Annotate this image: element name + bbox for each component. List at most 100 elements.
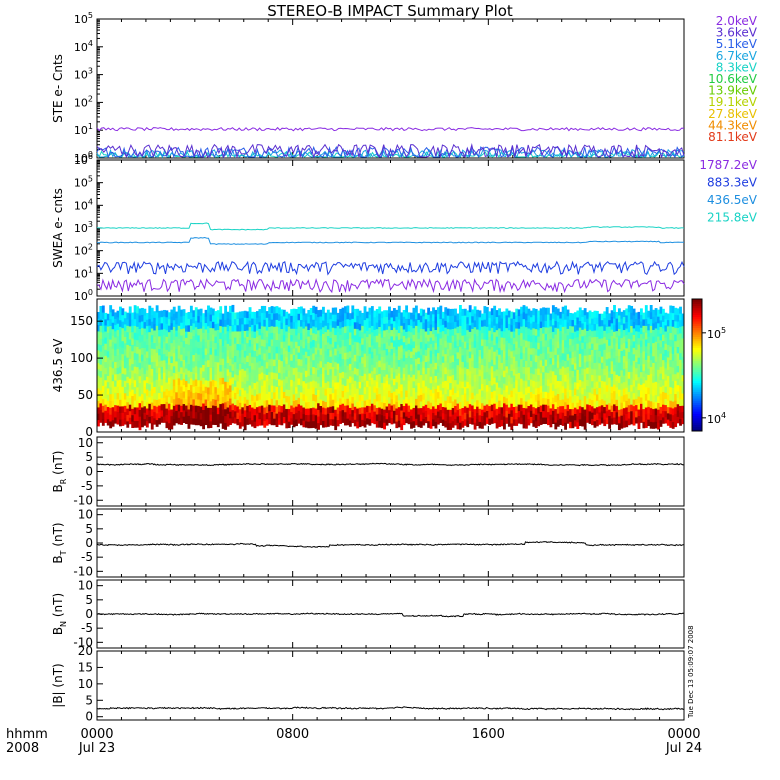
pad-cell (652, 421, 656, 429)
pad-cell (605, 384, 609, 392)
pad-cell (412, 321, 416, 329)
pad-cell (277, 359, 281, 367)
pad-cell (126, 414, 130, 422)
br-ylabel: BR (nT) (51, 451, 68, 493)
pad-cell (581, 387, 585, 395)
pad-cell (167, 422, 171, 430)
pad-cell (380, 408, 384, 416)
pad-cell (595, 394, 599, 401)
pad-cell (336, 363, 340, 370)
pad-cell (664, 318, 668, 326)
pad-cell (522, 407, 526, 415)
pad-cell (290, 373, 294, 380)
pad-cell (202, 409, 206, 417)
bn-trace (96, 612, 685, 618)
pad-cell (292, 413, 296, 421)
pad-cell (666, 357, 670, 364)
colorbar-step (692, 358, 702, 362)
pad-cell (375, 400, 379, 408)
pad-cell (463, 412, 467, 420)
pad-cell (104, 392, 108, 399)
pad-cell (309, 387, 313, 395)
pad-cell (644, 339, 648, 347)
pad-cell (341, 352, 345, 360)
pad-cell (635, 312, 638, 320)
pad-cell (632, 360, 636, 368)
pad-cell (429, 330, 433, 338)
pad-cell (679, 392, 682, 400)
pad-cell (361, 344, 364, 351)
pad-cell (187, 389, 191, 397)
pad-cell (617, 375, 621, 383)
pad-cell (388, 351, 391, 359)
pad-cell (388, 332, 391, 340)
colorbar-step (692, 310, 702, 313)
pad-cell (434, 408, 438, 416)
pad-cell (292, 361, 296, 369)
pad-cell (336, 344, 340, 351)
pad-cell (285, 331, 289, 338)
pad-cell (307, 329, 311, 337)
pad-cell (280, 379, 284, 387)
pad-cell (148, 409, 152, 417)
pad-cell (297, 345, 301, 353)
pad-cell (268, 417, 272, 425)
pad-cell (145, 363, 149, 371)
pad-cell (363, 406, 367, 415)
pad-cell (405, 370, 409, 378)
pad-cell (642, 338, 646, 346)
pad-cell (512, 412, 516, 420)
colorbar-step (692, 301, 702, 304)
pad-cell (534, 328, 538, 336)
pad-cell (104, 398, 108, 405)
pad-cell (478, 336, 482, 344)
pad-cell (517, 340, 521, 348)
pad-cell (657, 369, 660, 377)
pad-cell (657, 395, 660, 404)
pad-cell (498, 387, 501, 395)
pad-cell (307, 368, 311, 376)
pad-cell (263, 393, 267, 401)
pad-cell (542, 339, 545, 347)
pad-cell (681, 380, 685, 388)
pad-cell (226, 311, 230, 319)
pad-cell (417, 351, 421, 358)
pad-cell (97, 330, 100, 338)
pad-cell (246, 374, 250, 381)
pad-cell (405, 383, 409, 391)
colorbar-step (692, 329, 702, 333)
pad-cell (216, 420, 220, 428)
pad-cell (192, 418, 196, 425)
pad-cell (121, 399, 125, 407)
pad-cell (123, 311, 127, 319)
pad-cell (204, 335, 208, 343)
pad-cell (449, 389, 453, 397)
pad-cell (635, 337, 638, 344)
pad-cell (248, 391, 252, 399)
pad-cell (427, 374, 431, 382)
pad-cell (615, 324, 619, 332)
pad-cell (341, 358, 345, 366)
colorbar-step (692, 391, 702, 395)
pad-cell (456, 384, 460, 391)
pad-cell (209, 354, 213, 362)
pad-cell (209, 334, 213, 342)
pad-cell (581, 342, 585, 350)
pad-cell (414, 325, 418, 333)
pad-cell (635, 373, 638, 381)
pad-cell (446, 308, 450, 316)
pad-cell (422, 386, 426, 394)
pad-cell (111, 354, 115, 362)
pad-cell (613, 417, 616, 425)
pad-cell (126, 357, 130, 365)
pad-cell (600, 417, 604, 424)
pad-cell (346, 398, 350, 406)
pad-cell (385, 329, 389, 337)
pad-cell (136, 420, 139, 428)
pad-cell (175, 323, 179, 331)
pad-cell (637, 344, 641, 352)
pad-cell (522, 346, 526, 354)
pad-cell (111, 374, 115, 382)
pad-cell (326, 394, 330, 401)
pad-cell (424, 379, 428, 387)
